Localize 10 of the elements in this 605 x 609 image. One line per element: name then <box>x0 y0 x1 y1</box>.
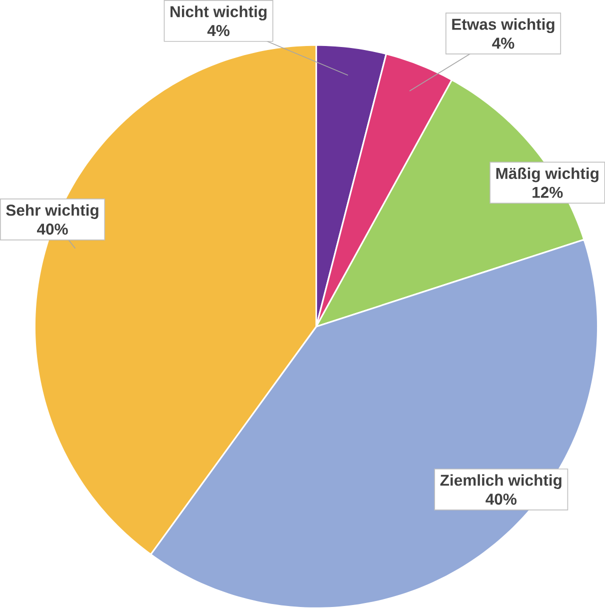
slice-label: Mäßig wichtig <box>496 167 598 182</box>
data-label: 4% <box>492 38 514 49</box>
slice-label: Etwas wichtig <box>452 18 554 34</box>
data-label: 40% <box>486 494 516 505</box>
slice-label: Ziemlich wichtig <box>440 474 562 490</box>
slice-label: Nicht wichtig <box>170 6 266 20</box>
data-label: 4% <box>207 25 230 36</box>
slice-label: Sehr wichtig <box>6 204 98 219</box>
data-label: 40% <box>36 224 68 235</box>
data-label: 12% <box>532 186 563 198</box>
